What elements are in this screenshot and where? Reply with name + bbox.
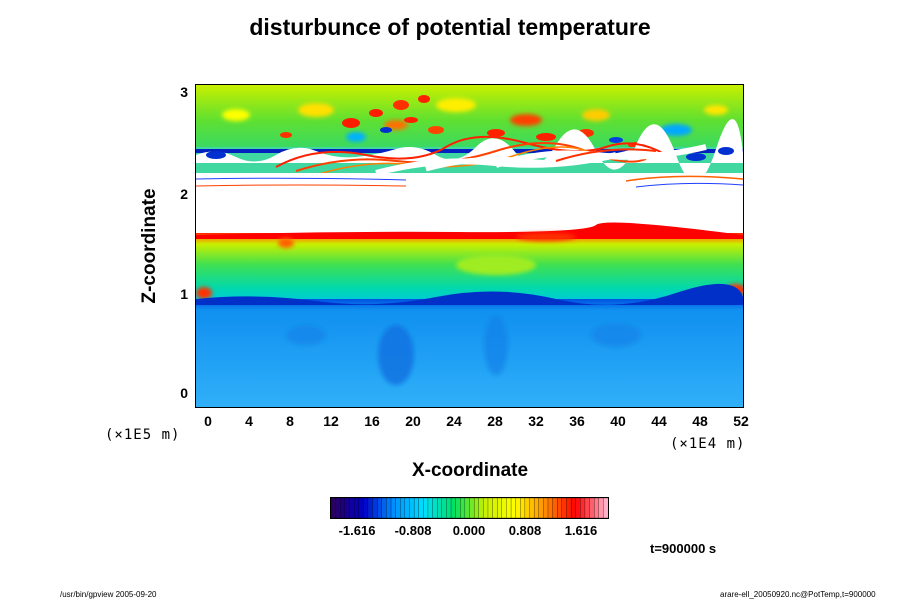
colorbar-step (570, 498, 577, 518)
colorbar-step (413, 498, 420, 518)
time-label: t=900000 s (650, 541, 717, 556)
colorbar-step (469, 498, 475, 518)
colorbar-step (552, 498, 558, 518)
footer-left: /usr/bin/gpview 2005-09-20 (60, 590, 157, 599)
colorbar-step (353, 498, 360, 518)
colorbar-tick-label: 0.808 (508, 523, 542, 538)
colorbar-step (538, 498, 544, 518)
colorbar-step (340, 498, 346, 518)
colorbar-step (404, 498, 410, 518)
colorbar-step (497, 498, 503, 518)
colorbar-step (460, 498, 466, 518)
colorbar-step (432, 498, 438, 518)
colorbar-step (344, 498, 350, 518)
colorbar-step (335, 498, 341, 518)
colorbar-step (593, 498, 600, 518)
chart-title: disturbunce of potential temperature (249, 14, 651, 40)
y-tick-label: 2 (180, 186, 188, 202)
colorbar-step (603, 498, 608, 518)
y-tick-label: 3 (180, 84, 188, 100)
colorbar-step (367, 498, 374, 518)
x-tick-label: 48 (692, 413, 708, 429)
heatmap-field (196, 85, 743, 407)
heatmap-plot-area (195, 84, 744, 408)
x-tick-label: 32 (528, 413, 544, 429)
colorbar-step (446, 498, 452, 518)
colorbar-tick-label: 0.000 (452, 523, 486, 538)
colorbar-step (464, 498, 470, 518)
colorbar-step (483, 498, 489, 518)
colorbar-step (418, 498, 424, 518)
x-tick-label: 8 (286, 413, 294, 429)
colorbar-tick-label: 1.616 (564, 523, 598, 538)
colorbar-step (372, 498, 378, 518)
colorbar-step (501, 498, 507, 518)
colorbar-step (510, 498, 517, 518)
colorbar-step (358, 498, 364, 518)
colorbar-step (455, 498, 461, 518)
colorbar-step (386, 498, 392, 518)
y-tick-label: 1 (180, 286, 188, 302)
colorbar-step (589, 498, 595, 518)
colorbar-step (520, 498, 526, 518)
colorbar-step (561, 498, 567, 518)
x-tick-label: 40 (610, 413, 626, 429)
y-tick-label: 0 (180, 385, 188, 401)
x-axis-label: X-coordinate (411, 460, 529, 481)
x-tick-label: 44 (651, 413, 667, 429)
colorbar-gradient (331, 498, 608, 518)
y-axis-unit: (×1E5 m) (105, 427, 181, 443)
colorbar (330, 497, 609, 519)
colorbar-step (331, 498, 337, 518)
colorbar-step (409, 498, 415, 518)
colorbar-step (543, 498, 549, 518)
colorbar-step (580, 498, 586, 518)
x-axis-unit: (×1E4 m) (670, 436, 746, 452)
colorbar-step (381, 498, 387, 518)
colorbar-step (533, 498, 540, 518)
colorbar-step (492, 498, 498, 518)
x-tick-label: 4 (245, 413, 253, 429)
colorbar-step (547, 498, 554, 518)
colorbar-step (566, 498, 572, 518)
colorbar-step (524, 498, 530, 518)
colorbar-step (473, 498, 480, 518)
footer-right: arare-ell_20050920.nc@PotTemp,t=900000 (720, 590, 876, 599)
x-tick-label: 28 (487, 413, 503, 429)
colorbar-step (584, 498, 590, 518)
x-tick-label: 0 (204, 413, 212, 429)
colorbar-step (349, 498, 355, 518)
colorbar-tick-label: -1.616 (338, 523, 376, 538)
colorbar-step (575, 498, 581, 518)
colorbar-step (506, 498, 512, 518)
y-axis-label: Z-coordinate (139, 188, 160, 304)
colorbar-step (557, 498, 563, 518)
colorbar-step (450, 498, 457, 518)
colorbar-step (515, 498, 521, 518)
x-tick-label: 52 (733, 413, 749, 429)
colorbar-step (441, 498, 447, 518)
x-tick-label: 36 (569, 413, 585, 429)
colorbar-step (598, 498, 604, 518)
x-tick-label: 24 (446, 413, 462, 429)
colorbar-step (423, 498, 429, 518)
x-tick-label: 12 (323, 413, 339, 429)
colorbar-step (377, 498, 383, 518)
colorbar-step (400, 498, 406, 518)
colorbar-step (390, 498, 397, 518)
x-tick-label: 20 (405, 413, 421, 429)
x-tick-label: 16 (364, 413, 380, 429)
colorbar-step (427, 498, 434, 518)
colorbar-step (363, 498, 369, 518)
colorbar-step (487, 498, 494, 518)
colorbar-step (478, 498, 484, 518)
colorbar-step (437, 498, 443, 518)
colorbar-step (395, 498, 401, 518)
colorbar-tick-label: -0.808 (394, 523, 432, 538)
colorbar-step (529, 498, 535, 518)
